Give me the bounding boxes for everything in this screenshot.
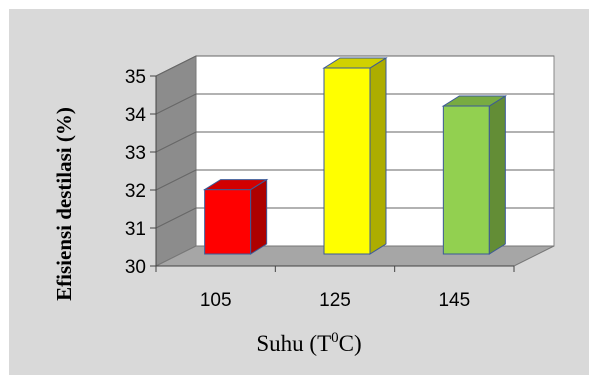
- y-tick-label: 33: [125, 143, 146, 164]
- x-tick-label: 145: [438, 290, 470, 311]
- gridline-side: [155, 207, 197, 229]
- chart-svg: 30 31 32 33 34 35 105 125 145 Efisiensi destila…: [52, 55, 555, 356]
- x-tick-label: 125: [319, 290, 351, 311]
- bar: [322, 57, 388, 255]
- y-tick-labels: 30 31 32 33 34 35: [125, 67, 147, 278]
- y-tick-label: 30: [125, 257, 146, 278]
- bar-top: [202, 179, 269, 191]
- bar-top: [322, 57, 388, 69]
- bar-top: [441, 95, 508, 107]
- y-tick-label: 32: [125, 181, 146, 202]
- bar-side: [250, 178, 268, 255]
- y-tick-label: 35: [125, 67, 146, 88]
- bar-front: [204, 189, 252, 255]
- x-axis-label-suffix: C): [339, 331, 362, 356]
- bar-side: [369, 57, 387, 255]
- chart-area: 30 31 32 33 34 35 105 125 145 Efisiensi destila…: [9, 9, 589, 375]
- bar: [441, 95, 508, 255]
- y-axis-label: Efisiensi destilasi (%): [52, 107, 76, 301]
- x-tick-labels: 105 125 145: [200, 290, 470, 311]
- x-axis-label-superscript: 0: [331, 330, 339, 346]
- y-tick-label: 34: [125, 105, 147, 126]
- x-tick-label: 105: [200, 290, 232, 311]
- gridline-side: [155, 55, 197, 77]
- side-wall: [155, 55, 197, 267]
- bar-front: [442, 105, 490, 255]
- y-tick-label: 31: [125, 219, 146, 240]
- gridline-side: [155, 93, 197, 115]
- x-axis-label: Suhu (T0C): [256, 330, 361, 356]
- bar-side: [488, 95, 506, 255]
- bar: [202, 178, 269, 255]
- gridline-side: [155, 131, 197, 153]
- axes: [150, 75, 515, 272]
- gridline-side: [155, 169, 197, 191]
- bars: [202, 57, 508, 255]
- x-axis-label-main: Suhu (T: [256, 331, 331, 356]
- bar-front: [323, 67, 371, 255]
